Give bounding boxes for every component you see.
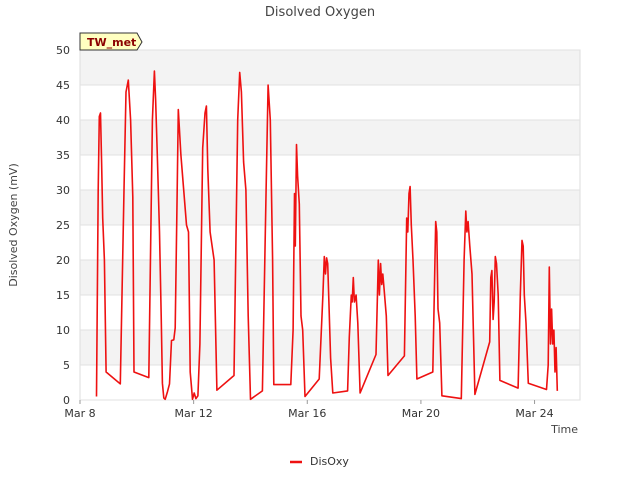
y-gridlines [80, 49, 580, 401]
y-axis-ticks: 0 5 10 15 20 25 30 35 40 45 50 [56, 44, 70, 407]
y-axis-label: Disolved Oxygen (mV) [7, 163, 20, 287]
x-tick-label-12: Mar 12 [175, 407, 213, 420]
y-tick-label-20: 20 [56, 254, 70, 267]
station-label-badge: TW_met [79, 32, 143, 51]
y-tick-label-10: 10 [56, 324, 70, 337]
series-line-disoxy [95, 70, 559, 401]
y-tick-label-15: 15 [56, 289, 70, 302]
band-35-40 [80, 120, 580, 155]
band-25-30 [80, 190, 580, 225]
band-15-20 [80, 260, 580, 295]
y-tick-label-35: 35 [56, 149, 70, 162]
x-axis-ticks: Mar 8 Mar 12 Mar 16 Mar 20 Mar 24 [64, 400, 554, 420]
station-label-text: TW_met [87, 36, 136, 49]
y-tick-label-45: 45 [56, 79, 70, 92]
series-lines [95, 70, 559, 401]
y-tick-label-5: 5 [63, 359, 70, 372]
x-tick-label-8: Mar 8 [64, 407, 95, 420]
band-45-50 [80, 50, 580, 85]
y-tick-label-25: 25 [56, 219, 70, 232]
x-tick-label-16: Mar 16 [288, 407, 326, 420]
band-30-35 [80, 155, 580, 190]
x-axis-label: Time [550, 423, 578, 436]
x-tick-label-20: Mar 20 [402, 407, 440, 420]
legend-label-disoxy: DisOxy [310, 455, 349, 468]
legend: DisOxy [290, 455, 349, 468]
chart-title: Disolved Oxygen [265, 5, 375, 20]
band-40-45 [80, 85, 580, 120]
y-tick-label-0: 0 [63, 394, 70, 407]
y-tick-label-30: 30 [56, 184, 70, 197]
y-tick-label-50: 50 [56, 44, 70, 57]
x-tick-label-24: Mar 24 [515, 407, 553, 420]
band-20-25 [80, 225, 580, 260]
y-tick-label-40: 40 [56, 114, 70, 127]
